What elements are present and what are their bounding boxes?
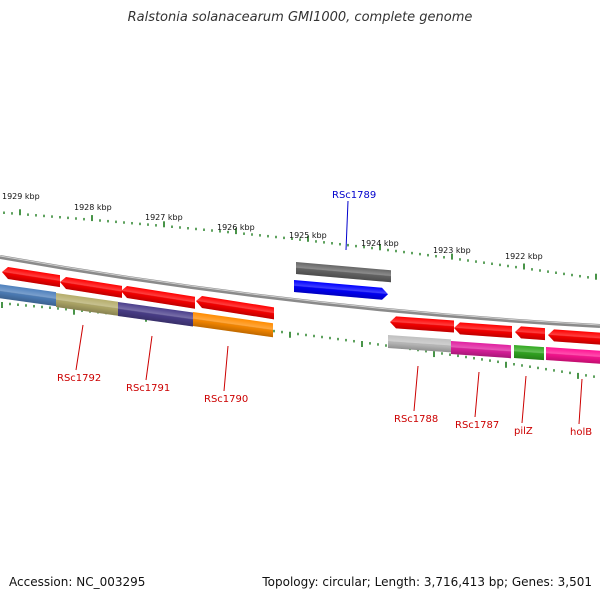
feature-rsc1789-outer[interactable]: [296, 262, 391, 283]
label-leader-line: [474, 371, 480, 418]
feature-reverse-outer[interactable]: [548, 329, 600, 345]
scale-label: 1922 kbp: [505, 252, 543, 261]
feature-reverse-inner[interactable]: [118, 302, 193, 327]
gene-label-rsc1788[interactable]: RSc1788: [394, 414, 438, 425]
genome-summary-text: Topology: circular; Length: 3,716,413 bp…: [262, 575, 592, 589]
feature-reverse-inner[interactable]: [514, 345, 544, 361]
scale-label: 1924 kbp: [361, 239, 399, 248]
label-leader-line: [145, 335, 153, 381]
genome-backbone: [0, 255, 600, 328]
feature-reverse-outer[interactable]: [196, 295, 274, 320]
scale-ticks-bottom: [1, 302, 595, 379]
gene-label-holb[interactable]: holB: [570, 427, 592, 438]
scale-ticks-top: [3, 209, 597, 280]
feature-reverse-outer[interactable]: [2, 266, 60, 288]
gene-label-rsc1789[interactable]: RSc1789: [332, 190, 376, 201]
scale-label: 1928 kbp: [74, 203, 112, 212]
accession-text: Accession: NC_003295: [9, 575, 146, 589]
feature-reverse-outer[interactable]: [390, 316, 454, 333]
scale-label: 1923 kbp: [433, 246, 471, 255]
label-leader-line: [578, 378, 583, 425]
gene-label-pilz[interactable]: pilZ: [514, 426, 533, 437]
feature-reverse-outer[interactable]: [121, 285, 195, 309]
scale-label: 1927 kbp: [145, 213, 183, 222]
feature-reverse-outer[interactable]: [515, 326, 545, 341]
feature-reverse-outer[interactable]: [60, 276, 122, 298]
gene-label-rsc1791[interactable]: RSc1791: [126, 383, 170, 394]
gene-features: [0, 262, 600, 365]
label-leader-line: [223, 345, 229, 392]
label-leader-line: [345, 200, 349, 251]
genome-backbone-highlight: [0, 255, 600, 326]
label-leader-line: [521, 375, 527, 424]
feature-reverse-inner[interactable]: [0, 284, 56, 307]
scale-label: 1925 kbp: [289, 231, 327, 240]
label-leaders: [75, 200, 583, 425]
scale-label: 1926 kbp: [217, 223, 255, 232]
feature-reverse-outer[interactable]: [454, 322, 512, 339]
feature-rsc1789-arrow[interactable]: [294, 280, 388, 300]
gene-label-rsc1787[interactable]: RSc1787: [455, 420, 499, 431]
label-leader-line: [413, 365, 419, 412]
label-leader-line: [75, 324, 84, 371]
feature-reverse-inner[interactable]: [193, 312, 273, 338]
page-title: Ralstonia solanacearum GMI1000, complete…: [127, 10, 473, 25]
gene-label-rsc1792[interactable]: RSc1792: [57, 373, 101, 384]
gene-label-rsc1790[interactable]: RSc1790: [204, 394, 248, 405]
feature-reverse-inner[interactable]: [56, 293, 118, 316]
feature-reverse-inner[interactable]: [451, 341, 511, 359]
feature-reverse-inner[interactable]: [388, 335, 451, 353]
feature-reverse-inner[interactable]: [546, 347, 600, 365]
scale-label: 1929 kbp: [2, 192, 40, 201]
